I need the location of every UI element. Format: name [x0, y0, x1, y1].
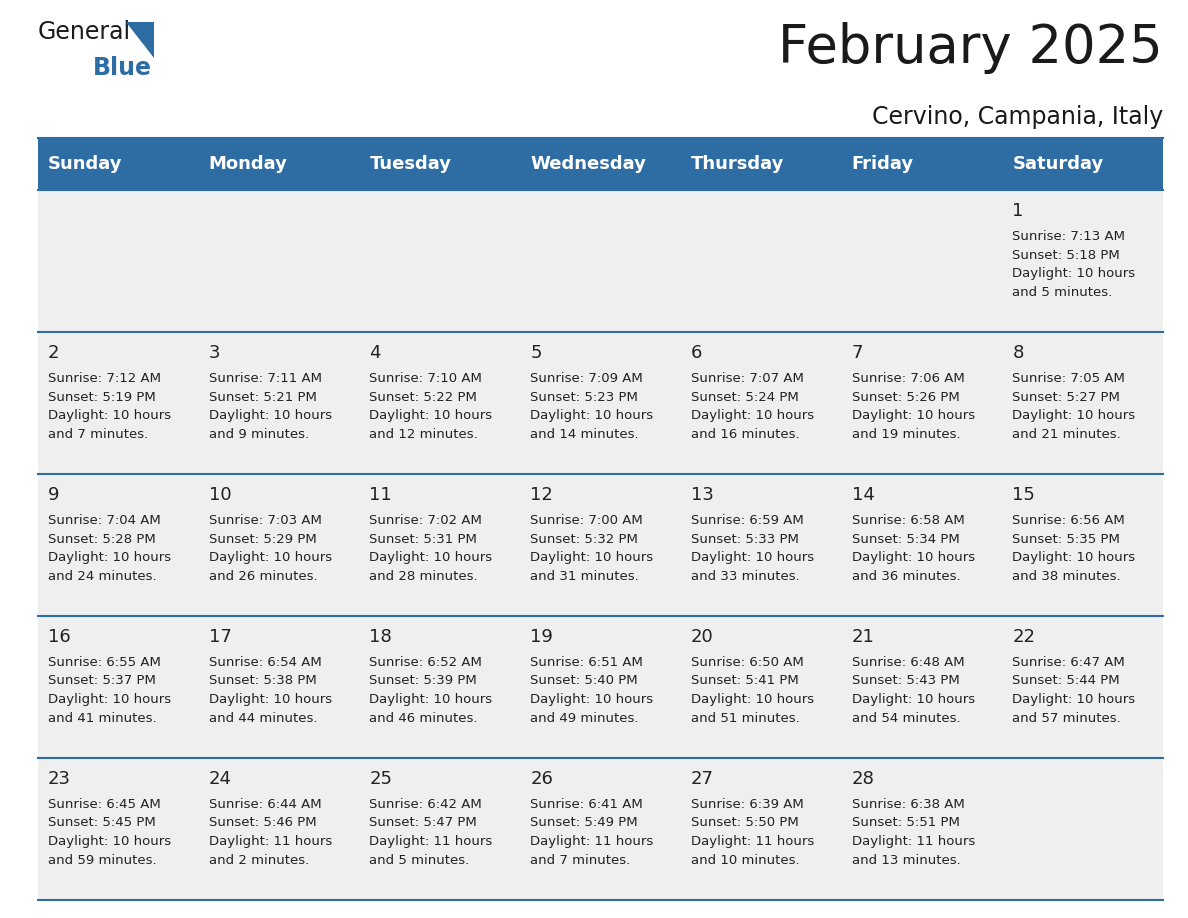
- Text: Sunrise: 6:52 AM
Sunset: 5:39 PM
Daylight: 10 hours
and 46 minutes.: Sunrise: 6:52 AM Sunset: 5:39 PM Dayligh…: [369, 656, 493, 724]
- Text: Saturday: Saturday: [1012, 155, 1104, 173]
- Bar: [38, 616, 1163, 758]
- Text: Sunrise: 7:09 AM
Sunset: 5:23 PM
Daylight: 10 hours
and 14 minutes.: Sunrise: 7:09 AM Sunset: 5:23 PM Dayligh…: [530, 372, 653, 441]
- Text: Sunrise: 6:48 AM
Sunset: 5:43 PM
Daylight: 10 hours
and 54 minutes.: Sunrise: 6:48 AM Sunset: 5:43 PM Dayligh…: [852, 656, 974, 724]
- Text: Sunrise: 6:42 AM
Sunset: 5:47 PM
Daylight: 11 hours
and 5 minutes.: Sunrise: 6:42 AM Sunset: 5:47 PM Dayligh…: [369, 798, 493, 867]
- Text: Wednesday: Wednesday: [530, 155, 646, 173]
- Text: Sunday: Sunday: [48, 155, 122, 173]
- Text: Blue: Blue: [93, 56, 152, 80]
- Text: 18: 18: [369, 628, 392, 646]
- Text: Sunrise: 6:50 AM
Sunset: 5:41 PM
Daylight: 10 hours
and 51 minutes.: Sunrise: 6:50 AM Sunset: 5:41 PM Dayligh…: [691, 656, 814, 724]
- Text: Sunrise: 7:11 AM
Sunset: 5:21 PM
Daylight: 10 hours
and 9 minutes.: Sunrise: 7:11 AM Sunset: 5:21 PM Dayligh…: [209, 372, 331, 441]
- Text: Sunrise: 7:02 AM
Sunset: 5:31 PM
Daylight: 10 hours
and 28 minutes.: Sunrise: 7:02 AM Sunset: 5:31 PM Dayligh…: [369, 514, 493, 583]
- Text: Sunrise: 6:54 AM
Sunset: 5:38 PM
Daylight: 10 hours
and 44 minutes.: Sunrise: 6:54 AM Sunset: 5:38 PM Dayligh…: [209, 656, 331, 724]
- Text: Sunrise: 6:59 AM
Sunset: 5:33 PM
Daylight: 10 hours
and 33 minutes.: Sunrise: 6:59 AM Sunset: 5:33 PM Dayligh…: [691, 514, 814, 583]
- Text: 24: 24: [209, 770, 232, 788]
- Text: 1: 1: [1012, 202, 1024, 220]
- Text: Sunrise: 6:47 AM
Sunset: 5:44 PM
Daylight: 10 hours
and 57 minutes.: Sunrise: 6:47 AM Sunset: 5:44 PM Dayligh…: [1012, 656, 1136, 724]
- Bar: [38, 474, 1163, 616]
- Text: Sunrise: 6:55 AM
Sunset: 5:37 PM
Daylight: 10 hours
and 41 minutes.: Sunrise: 6:55 AM Sunset: 5:37 PM Dayligh…: [48, 656, 171, 724]
- Text: 22: 22: [1012, 628, 1035, 646]
- Text: Friday: Friday: [852, 155, 914, 173]
- Bar: [38, 332, 1163, 474]
- Text: 2: 2: [48, 344, 59, 362]
- Text: Thursday: Thursday: [691, 155, 784, 173]
- Bar: [38, 758, 1163, 900]
- Polygon shape: [126, 22, 154, 58]
- Text: 6: 6: [691, 344, 702, 362]
- Text: February 2025: February 2025: [778, 22, 1163, 74]
- Text: 8: 8: [1012, 344, 1024, 362]
- Text: 21: 21: [852, 628, 874, 646]
- Text: Sunrise: 7:00 AM
Sunset: 5:32 PM
Daylight: 10 hours
and 31 minutes.: Sunrise: 7:00 AM Sunset: 5:32 PM Dayligh…: [530, 514, 653, 583]
- Text: 16: 16: [48, 628, 71, 646]
- Text: General: General: [38, 20, 131, 44]
- Bar: [38, 138, 1163, 190]
- Text: 17: 17: [209, 628, 232, 646]
- Text: 14: 14: [852, 486, 874, 504]
- Text: 20: 20: [691, 628, 714, 646]
- Text: Sunrise: 7:03 AM
Sunset: 5:29 PM
Daylight: 10 hours
and 26 minutes.: Sunrise: 7:03 AM Sunset: 5:29 PM Dayligh…: [209, 514, 331, 583]
- Text: 11: 11: [369, 486, 392, 504]
- Text: Sunrise: 7:06 AM
Sunset: 5:26 PM
Daylight: 10 hours
and 19 minutes.: Sunrise: 7:06 AM Sunset: 5:26 PM Dayligh…: [852, 372, 974, 441]
- Text: 10: 10: [209, 486, 232, 504]
- Text: Sunrise: 6:51 AM
Sunset: 5:40 PM
Daylight: 10 hours
and 49 minutes.: Sunrise: 6:51 AM Sunset: 5:40 PM Dayligh…: [530, 656, 653, 724]
- Text: Tuesday: Tuesday: [369, 155, 451, 173]
- Text: 9: 9: [48, 486, 59, 504]
- Bar: [38, 190, 1163, 332]
- Text: Sunrise: 7:07 AM
Sunset: 5:24 PM
Daylight: 10 hours
and 16 minutes.: Sunrise: 7:07 AM Sunset: 5:24 PM Dayligh…: [691, 372, 814, 441]
- Text: Sunrise: 6:58 AM
Sunset: 5:34 PM
Daylight: 10 hours
and 36 minutes.: Sunrise: 6:58 AM Sunset: 5:34 PM Dayligh…: [852, 514, 974, 583]
- Text: 23: 23: [48, 770, 71, 788]
- Text: Sunrise: 6:38 AM
Sunset: 5:51 PM
Daylight: 11 hours
and 13 minutes.: Sunrise: 6:38 AM Sunset: 5:51 PM Dayligh…: [852, 798, 975, 867]
- Text: Monday: Monday: [209, 155, 287, 173]
- Text: 27: 27: [691, 770, 714, 788]
- Text: 28: 28: [852, 770, 874, 788]
- Text: 5: 5: [530, 344, 542, 362]
- Text: Sunrise: 6:56 AM
Sunset: 5:35 PM
Daylight: 10 hours
and 38 minutes.: Sunrise: 6:56 AM Sunset: 5:35 PM Dayligh…: [1012, 514, 1136, 583]
- Text: Sunrise: 7:13 AM
Sunset: 5:18 PM
Daylight: 10 hours
and 5 minutes.: Sunrise: 7:13 AM Sunset: 5:18 PM Dayligh…: [1012, 230, 1136, 298]
- Text: Sunrise: 7:05 AM
Sunset: 5:27 PM
Daylight: 10 hours
and 21 minutes.: Sunrise: 7:05 AM Sunset: 5:27 PM Dayligh…: [1012, 372, 1136, 441]
- Text: Sunrise: 7:04 AM
Sunset: 5:28 PM
Daylight: 10 hours
and 24 minutes.: Sunrise: 7:04 AM Sunset: 5:28 PM Dayligh…: [48, 514, 171, 583]
- Text: 19: 19: [530, 628, 554, 646]
- Text: 15: 15: [1012, 486, 1035, 504]
- Text: 26: 26: [530, 770, 554, 788]
- Text: Cervino, Campania, Italy: Cervino, Campania, Italy: [872, 105, 1163, 129]
- Text: 7: 7: [852, 344, 862, 362]
- Text: 25: 25: [369, 770, 392, 788]
- Text: Sunrise: 7:10 AM
Sunset: 5:22 PM
Daylight: 10 hours
and 12 minutes.: Sunrise: 7:10 AM Sunset: 5:22 PM Dayligh…: [369, 372, 493, 441]
- Text: Sunrise: 6:41 AM
Sunset: 5:49 PM
Daylight: 11 hours
and 7 minutes.: Sunrise: 6:41 AM Sunset: 5:49 PM Dayligh…: [530, 798, 653, 867]
- Text: 4: 4: [369, 344, 381, 362]
- Text: Sunrise: 6:45 AM
Sunset: 5:45 PM
Daylight: 10 hours
and 59 minutes.: Sunrise: 6:45 AM Sunset: 5:45 PM Dayligh…: [48, 798, 171, 867]
- Text: Sunrise: 7:12 AM
Sunset: 5:19 PM
Daylight: 10 hours
and 7 minutes.: Sunrise: 7:12 AM Sunset: 5:19 PM Dayligh…: [48, 372, 171, 441]
- Text: Sunrise: 6:39 AM
Sunset: 5:50 PM
Daylight: 11 hours
and 10 minutes.: Sunrise: 6:39 AM Sunset: 5:50 PM Dayligh…: [691, 798, 814, 867]
- Text: 13: 13: [691, 486, 714, 504]
- Text: 12: 12: [530, 486, 554, 504]
- Text: 3: 3: [209, 344, 220, 362]
- Text: Sunrise: 6:44 AM
Sunset: 5:46 PM
Daylight: 11 hours
and 2 minutes.: Sunrise: 6:44 AM Sunset: 5:46 PM Dayligh…: [209, 798, 331, 867]
